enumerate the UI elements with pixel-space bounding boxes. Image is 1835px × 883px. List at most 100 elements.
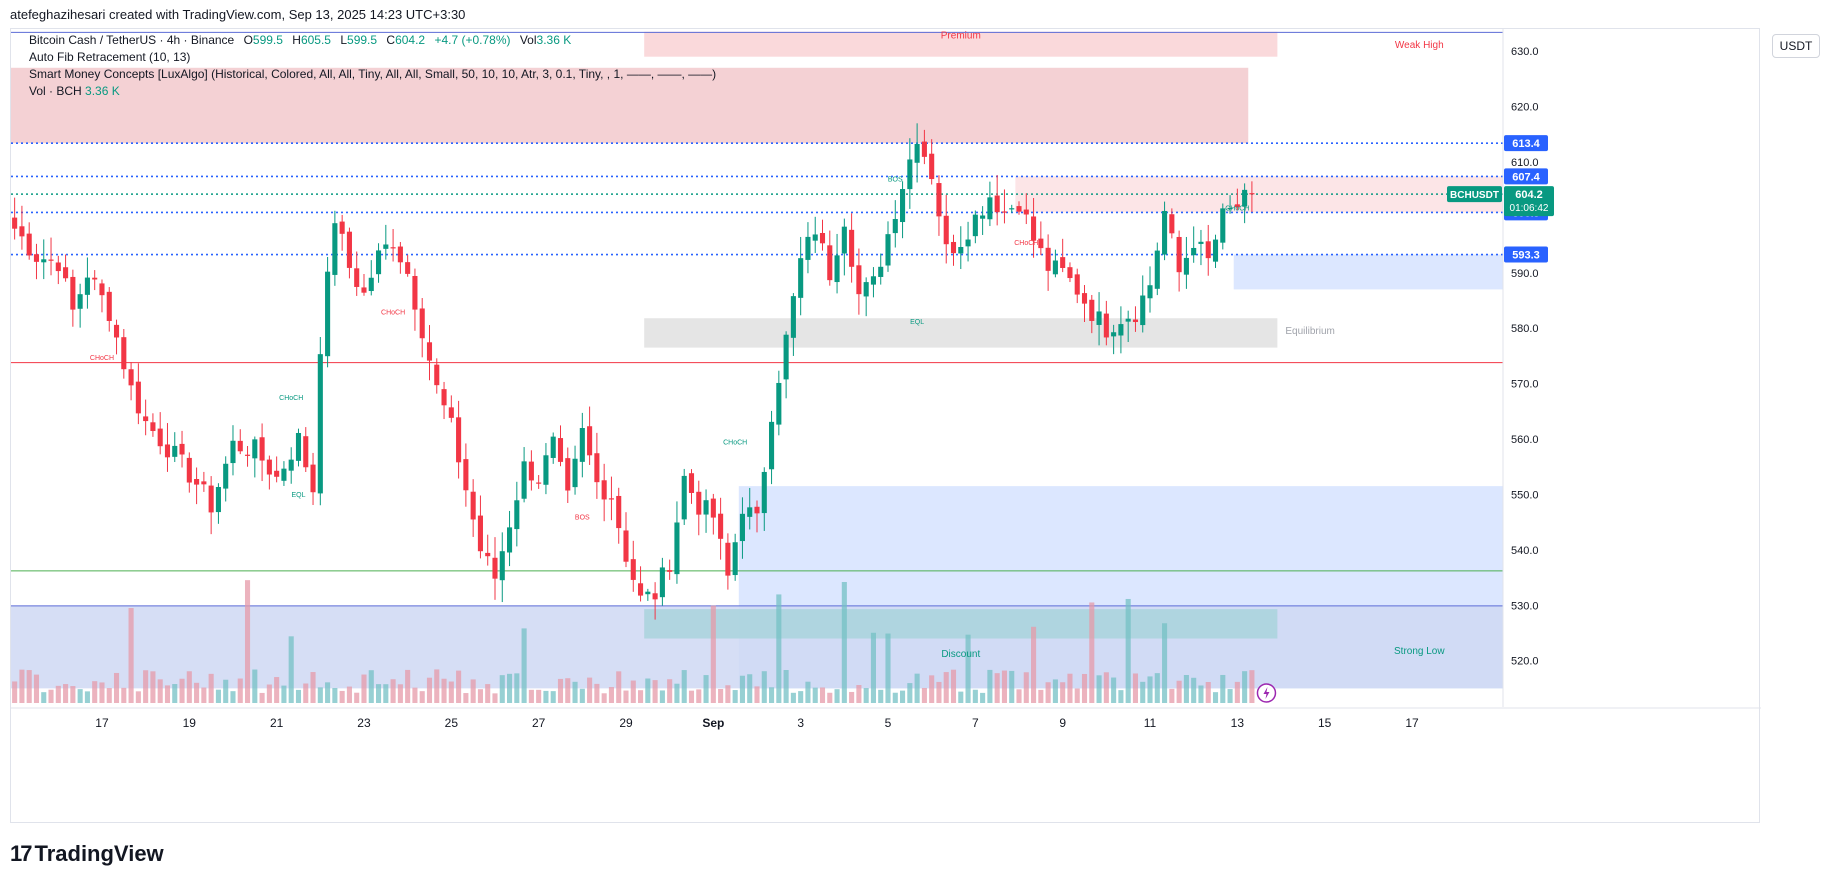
candle[interactable] (863, 282, 869, 297)
candle[interactable] (703, 500, 709, 515)
candle[interactable] (506, 527, 513, 553)
candle[interactable] (223, 463, 229, 489)
candle[interactable] (135, 381, 141, 414)
candle[interactable] (1045, 247, 1051, 271)
candle[interactable] (601, 480, 607, 500)
candle[interactable] (354, 268, 360, 287)
candle[interactable] (150, 422, 156, 432)
candle[interactable] (19, 226, 25, 237)
candle[interactable] (463, 459, 469, 491)
candle[interactable] (1023, 209, 1029, 215)
candle[interactable] (121, 337, 127, 370)
candle[interactable] (77, 294, 83, 309)
candle[interactable] (288, 459, 294, 471)
candle[interactable] (645, 591, 651, 595)
candle[interactable] (1016, 206, 1022, 212)
candle[interactable] (616, 495, 622, 529)
candle[interactable] (143, 416, 149, 422)
candle[interactable] (252, 439, 258, 459)
candle[interactable] (1169, 214, 1175, 234)
candle[interactable] (48, 259, 54, 261)
tradingview-logo[interactable]: 17 TradingView (10, 840, 164, 868)
candle[interactable] (943, 215, 949, 245)
candle[interactable] (892, 219, 898, 234)
candle[interactable] (92, 277, 98, 280)
candle[interactable] (201, 481, 207, 485)
candle[interactable] (667, 570, 673, 572)
candle[interactable] (1191, 247, 1197, 256)
candle[interactable] (1162, 210, 1168, 255)
candle[interactable] (208, 485, 214, 513)
candle[interactable] (1038, 238, 1044, 249)
candle[interactable] (936, 183, 942, 217)
candle[interactable] (819, 232, 826, 244)
chart-pane[interactable]: Premium Weak High Equilibrium Discount Stron… (10, 28, 1761, 824)
candle[interactable] (878, 266, 884, 277)
candle[interactable] (397, 246, 403, 263)
candle[interactable] (528, 461, 534, 481)
candle[interactable] (1234, 204, 1240, 208)
candle[interactable] (266, 459, 272, 475)
candle[interactable] (914, 143, 920, 163)
candle[interactable] (310, 464, 316, 493)
candle[interactable] (12, 217, 18, 229)
candle[interactable] (1212, 239, 1219, 262)
candle[interactable] (827, 245, 833, 281)
candle[interactable] (63, 267, 69, 279)
candle[interactable] (638, 583, 644, 596)
candle[interactable] (870, 276, 876, 285)
candle[interactable] (405, 262, 411, 274)
candle[interactable] (470, 491, 476, 520)
candle[interactable] (84, 277, 90, 295)
candle[interactable] (1031, 216, 1037, 241)
candle[interactable] (419, 308, 425, 339)
candle[interactable] (456, 417, 462, 463)
candle[interactable] (128, 369, 134, 386)
candle[interactable] (950, 241, 957, 254)
candle[interactable] (776, 382, 782, 425)
candle[interactable] (747, 507, 753, 517)
candle[interactable] (368, 277, 374, 292)
candle[interactable] (929, 153, 935, 180)
candle[interactable] (572, 458, 578, 488)
candle[interactable] (412, 275, 418, 310)
candle[interactable] (688, 473, 695, 493)
candle[interactable] (1183, 257, 1189, 275)
candle[interactable] (361, 287, 367, 293)
candle[interactable] (725, 542, 731, 576)
candle[interactable] (1089, 299, 1095, 321)
candle[interactable] (325, 271, 331, 357)
candle[interactable] (426, 342, 433, 361)
candle[interactable] (965, 239, 971, 247)
candle[interactable] (798, 258, 804, 298)
candle[interactable] (514, 500, 520, 530)
price-chart[interactable]: Premium Weak High Equilibrium Discount Stron… (11, 29, 1761, 824)
candle[interactable] (281, 468, 287, 481)
candle[interactable] (477, 515, 483, 552)
candle[interactable] (630, 559, 636, 580)
candle[interactable] (317, 354, 323, 494)
candle[interactable] (900, 189, 906, 223)
candle[interactable] (274, 470, 280, 477)
candle[interactable] (856, 265, 862, 295)
candle[interactable] (1227, 207, 1233, 210)
candle[interactable] (1067, 267, 1073, 279)
candle[interactable] (194, 479, 200, 485)
candle[interactable] (739, 513, 745, 542)
candle[interactable] (1249, 193, 1255, 195)
candle[interactable] (434, 364, 440, 386)
candle[interactable] (215, 486, 221, 513)
candle[interactable] (907, 159, 913, 190)
candle[interactable] (492, 557, 498, 579)
candle[interactable] (652, 593, 658, 600)
candle[interactable] (1140, 295, 1146, 326)
candle[interactable] (783, 334, 789, 380)
candle[interactable] (303, 436, 309, 468)
candle[interactable] (565, 458, 571, 491)
candle[interactable] (994, 195, 1000, 213)
candle[interactable] (790, 296, 796, 338)
candle[interactable] (295, 432, 302, 461)
candle[interactable] (594, 453, 600, 483)
candle[interactable] (1081, 293, 1088, 304)
candle[interactable] (1009, 208, 1015, 210)
